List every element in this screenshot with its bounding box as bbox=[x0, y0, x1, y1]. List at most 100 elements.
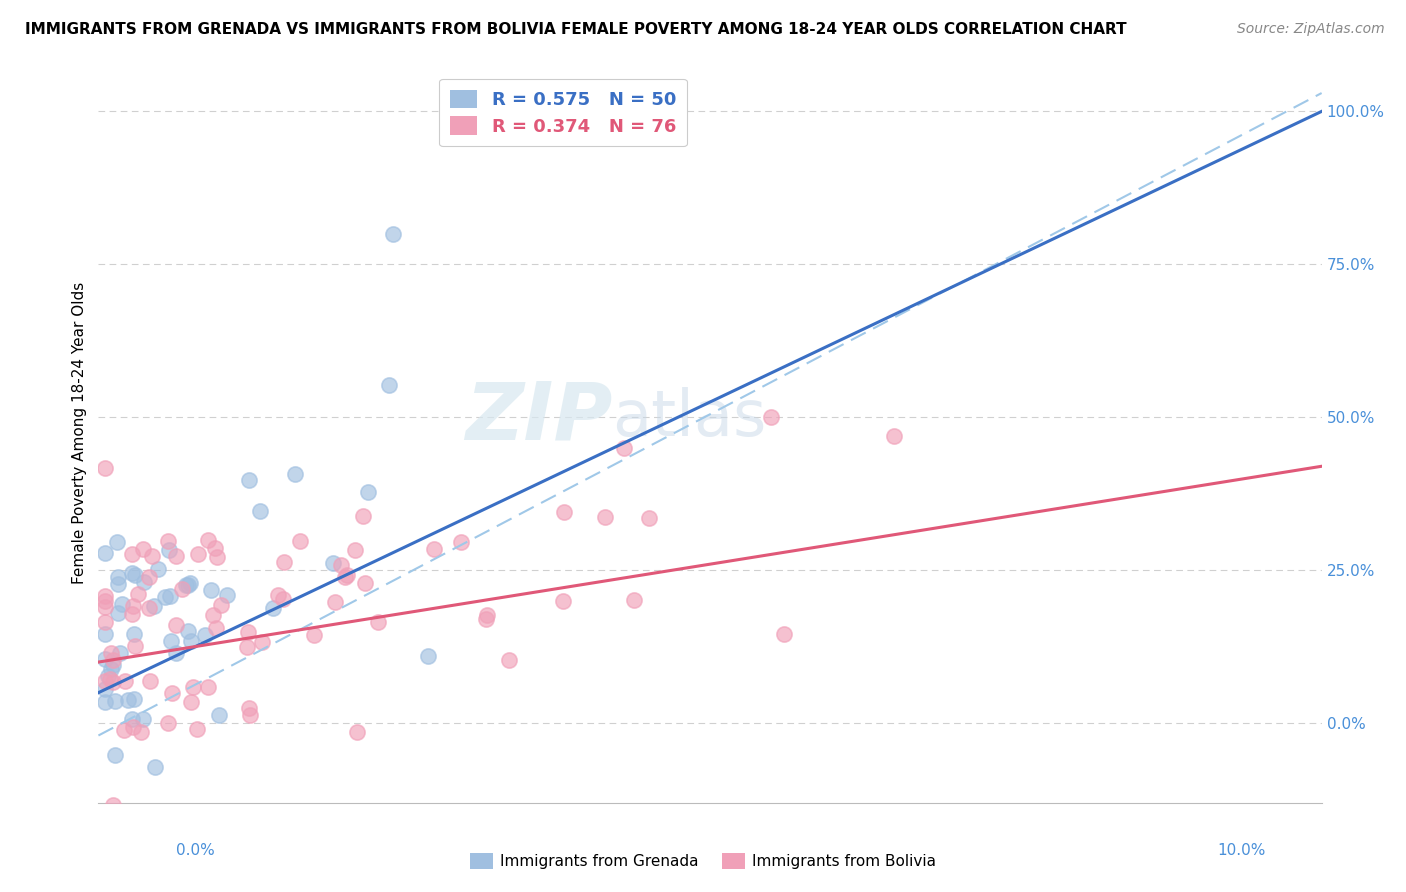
Point bbox=[343, 542, 366, 557]
Point bbox=[156, 716, 179, 731]
Text: 0.0%: 0.0% bbox=[176, 843, 215, 858]
Point bbox=[183, 680, 205, 694]
Point bbox=[284, 467, 307, 482]
Point bbox=[162, 686, 184, 700]
Point bbox=[187, 547, 209, 561]
Point bbox=[110, 832, 132, 847]
Point bbox=[134, 575, 156, 590]
Point bbox=[159, 590, 181, 604]
Text: 10.0%: 10.0% bbox=[1218, 843, 1265, 858]
Point bbox=[378, 378, 401, 392]
Point bbox=[110, 646, 132, 660]
Point bbox=[174, 578, 197, 592]
Point bbox=[238, 700, 260, 714]
Text: ZIP: ZIP bbox=[465, 379, 612, 457]
Point bbox=[156, 533, 179, 548]
Point bbox=[239, 707, 262, 722]
Point bbox=[94, 652, 117, 666]
Point bbox=[773, 627, 796, 641]
Point bbox=[356, 485, 378, 500]
Point bbox=[98, 672, 121, 686]
Point bbox=[883, 428, 905, 442]
Point bbox=[138, 570, 160, 584]
Point bbox=[114, 673, 136, 688]
Point bbox=[104, 694, 127, 708]
Point bbox=[93, 593, 115, 607]
Point bbox=[186, 722, 208, 736]
Point bbox=[122, 627, 145, 641]
Point bbox=[179, 575, 201, 590]
Point bbox=[101, 797, 124, 812]
Text: Source: ZipAtlas.com: Source: ZipAtlas.com bbox=[1237, 22, 1385, 37]
Point bbox=[103, 653, 125, 667]
Point bbox=[101, 658, 124, 673]
Point bbox=[236, 640, 259, 655]
Point bbox=[202, 607, 225, 622]
Point bbox=[146, 562, 169, 576]
Point bbox=[367, 615, 389, 629]
Point bbox=[623, 593, 645, 607]
Point bbox=[121, 607, 143, 621]
Point bbox=[302, 628, 325, 642]
Point bbox=[204, 541, 226, 556]
Point bbox=[101, 674, 124, 689]
Point bbox=[418, 648, 440, 663]
Point bbox=[107, 577, 129, 591]
Point bbox=[93, 615, 115, 630]
Point bbox=[121, 566, 143, 580]
Point bbox=[155, 591, 177, 605]
Point bbox=[475, 608, 498, 623]
Point bbox=[322, 556, 344, 570]
Point bbox=[177, 578, 200, 592]
Point bbox=[122, 692, 145, 706]
Point bbox=[249, 503, 271, 517]
Point bbox=[238, 624, 260, 639]
Point bbox=[205, 549, 228, 564]
Point bbox=[217, 588, 239, 602]
Point bbox=[177, 624, 200, 638]
Y-axis label: Female Poverty Among 18-24 Year Olds: Female Poverty Among 18-24 Year Olds bbox=[72, 282, 87, 583]
Point bbox=[170, 582, 193, 596]
Point bbox=[165, 617, 187, 632]
Point bbox=[475, 612, 498, 626]
Point bbox=[238, 473, 260, 487]
Point bbox=[194, 628, 217, 642]
Point bbox=[333, 570, 356, 584]
Point bbox=[205, 621, 228, 635]
Point bbox=[122, 720, 145, 734]
Point bbox=[382, 227, 405, 241]
Point bbox=[122, 599, 145, 614]
Point bbox=[143, 760, 166, 774]
Point bbox=[111, 597, 134, 611]
Point bbox=[613, 441, 636, 455]
Point bbox=[124, 639, 146, 653]
Point bbox=[352, 508, 374, 523]
Point bbox=[94, 674, 117, 689]
Point bbox=[209, 598, 232, 612]
Point bbox=[498, 653, 520, 667]
Legend: R = 0.575   N = 50, R = 0.374   N = 76: R = 0.575 N = 50, R = 0.374 N = 76 bbox=[440, 78, 688, 146]
Point bbox=[593, 509, 616, 524]
Point bbox=[112, 723, 135, 737]
Text: atlas: atlas bbox=[612, 387, 766, 449]
Point bbox=[759, 410, 782, 425]
Point bbox=[271, 592, 294, 607]
Point bbox=[197, 680, 219, 694]
Point bbox=[107, 570, 129, 584]
Point bbox=[288, 533, 311, 548]
Point bbox=[553, 594, 575, 608]
Point bbox=[100, 661, 122, 675]
Point bbox=[132, 541, 155, 556]
Point bbox=[262, 601, 284, 615]
Point bbox=[121, 547, 143, 561]
Point bbox=[107, 606, 129, 620]
Point bbox=[100, 646, 122, 660]
Point bbox=[93, 461, 115, 475]
Legend: Immigrants from Grenada, Immigrants from Bolivia: Immigrants from Grenada, Immigrants from… bbox=[464, 847, 942, 875]
Point bbox=[165, 647, 187, 661]
Text: IMMIGRANTS FROM GRENADA VS IMMIGRANTS FROM BOLIVIA FEMALE POVERTY AMONG 18-24 YE: IMMIGRANTS FROM GRENADA VS IMMIGRANTS FR… bbox=[25, 22, 1128, 37]
Point bbox=[127, 587, 149, 601]
Point bbox=[129, 724, 152, 739]
Point bbox=[157, 542, 180, 557]
Point bbox=[93, 546, 115, 560]
